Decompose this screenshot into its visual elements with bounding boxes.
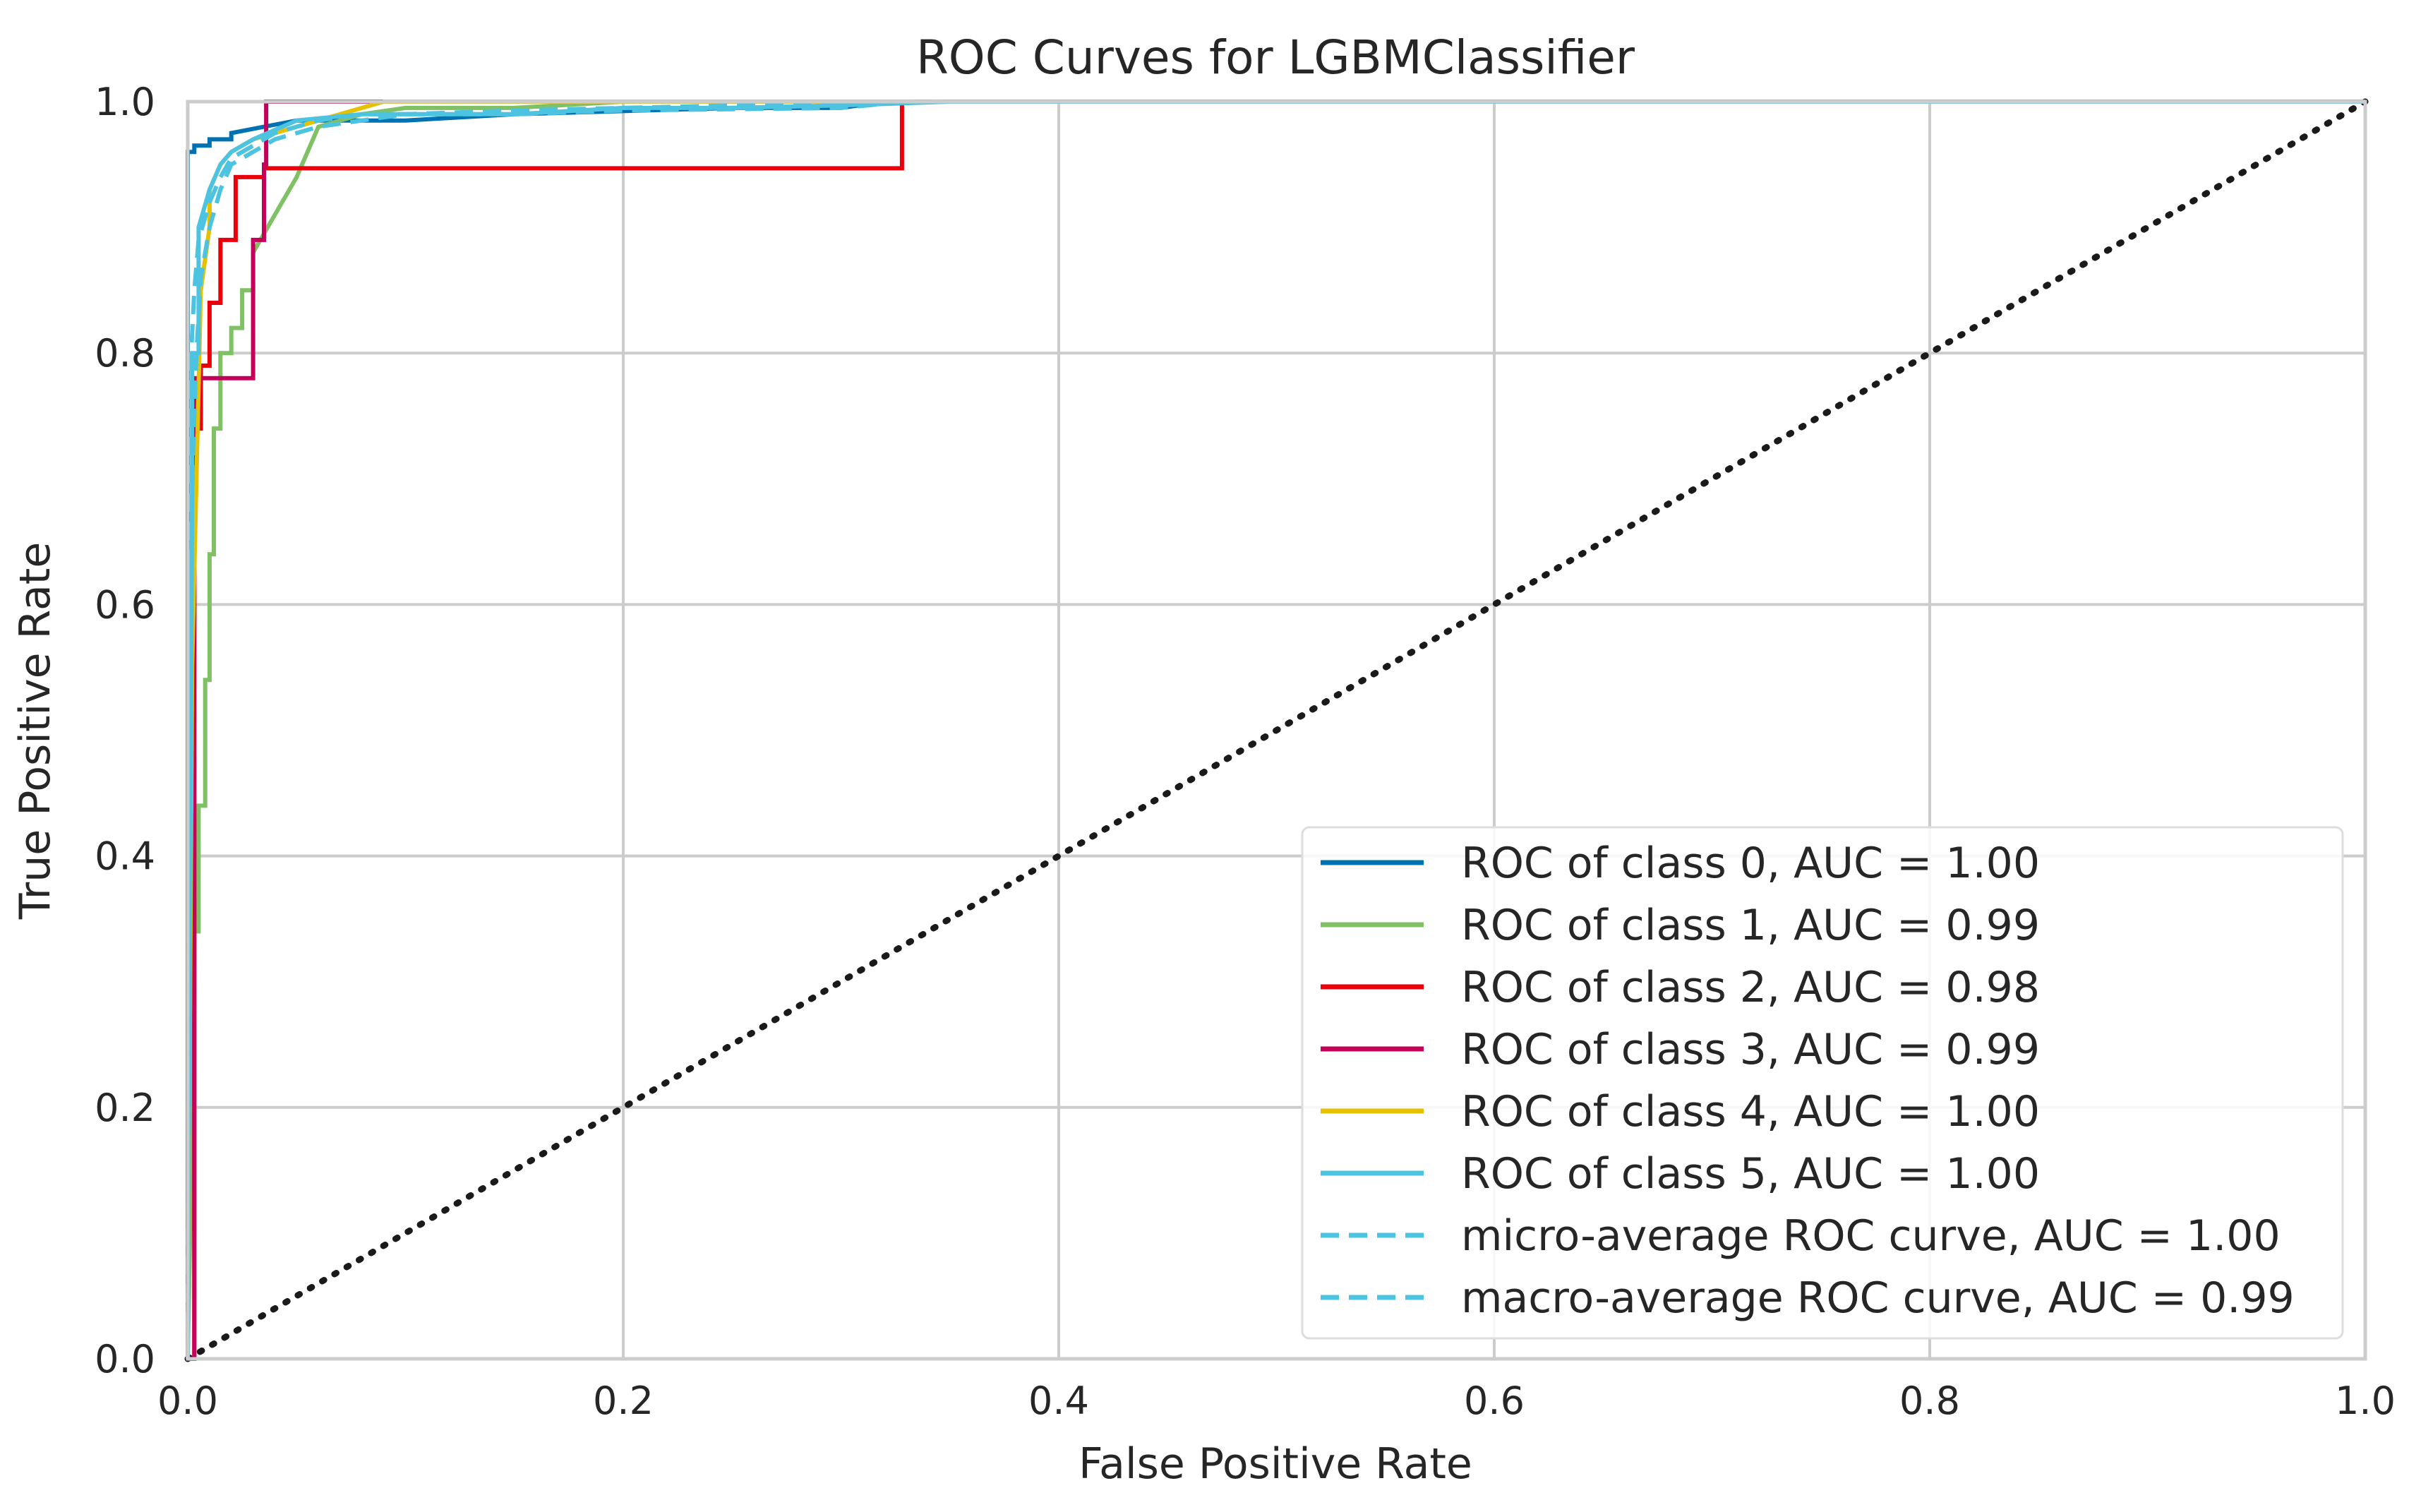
legend-entry-5: ROC of class 5, AUC = 1.00 (1461, 1149, 2040, 1199)
plot-frame (186, 100, 2367, 1361)
y-tick-label: 0.4 (95, 834, 155, 879)
y-tick-label: 0.0 (95, 1337, 155, 1381)
x-axis-label: False Positive Rate (1079, 1439, 1472, 1489)
chance-diagonal-line (184, 98, 2369, 1362)
grid (186, 100, 2367, 1360)
roc-curve-1 (186, 100, 2365, 1360)
legend-entry-7: macro-average ROC curve, AUC = 0.99 (1461, 1273, 2295, 1323)
chart-title: ROC Curves for LGBMClassifier (916, 30, 1635, 85)
x-tick-label: 0.2 (593, 1379, 654, 1423)
y-axis-label: True Positive Rate (11, 542, 60, 920)
legend-entry-6: micro-average ROC curve, AUC = 1.00 (1461, 1211, 2281, 1261)
x-tick-label: 1.0 (2335, 1379, 2396, 1423)
legend-box (1301, 826, 2344, 1340)
legend[interactable]: ROC of class 0, AUC = 1.00 ROC of class 1… (1301, 826, 2344, 1340)
roc-curve-7 (186, 100, 2365, 1360)
legend-entry-3: ROC of class 3, AUC = 0.99 (1461, 1025, 2040, 1074)
legend-entry-2: ROC of class 2, AUC = 0.98 (1461, 963, 2040, 1012)
plot-frame-layer (186, 100, 2367, 1361)
tick-labels: 0.0 0.2 0.4 0.6 0.8 1.0 0.0 0.2 0.4 0.6 0.8 1.0 (95, 80, 2396, 1423)
y-tick-label: 0.2 (95, 1086, 155, 1130)
x-tick-label: 0.0 (157, 1379, 218, 1423)
y-tick-label: 0.6 (95, 582, 155, 627)
legend-entry-4: ROC of class 4, AUC = 1.00 (1461, 1087, 2040, 1136)
legend-entry-1: ROC of class 1, AUC = 0.99 (1461, 901, 2040, 950)
reference-layer (184, 98, 2369, 1362)
legend-entry-0: ROC of class 0, AUC = 1.00 (1461, 839, 2040, 888)
series-layer (186, 100, 2365, 1361)
x-tick-label: 0.6 (1464, 1379, 1525, 1423)
roc-curve-6 (186, 100, 2365, 1360)
x-tick-label: 0.8 (1899, 1379, 1960, 1423)
x-tick-label: 0.4 (1028, 1379, 1089, 1423)
y-tick-label: 0.8 (95, 331, 155, 376)
y-tick-label: 1.0 (95, 80, 155, 124)
